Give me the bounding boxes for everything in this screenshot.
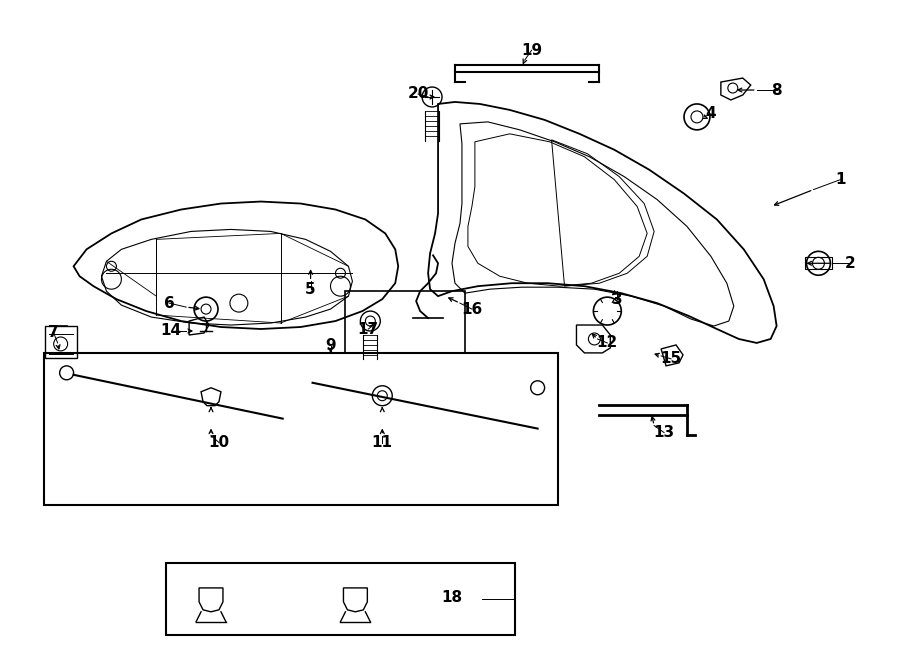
Text: 1: 1 [835,172,846,187]
Text: 13: 13 [653,425,675,440]
Bar [45,326,76,358]
Text: 3: 3 [612,292,623,307]
Text: 20: 20 [408,87,428,102]
Text: 5: 5 [305,282,316,297]
Text: 6: 6 [164,295,175,311]
Text: 19: 19 [521,43,542,58]
Text: 17: 17 [358,321,379,336]
Bar [346,291,465,353]
Bar [166,563,515,635]
Text: 16: 16 [462,301,482,317]
Text: 12: 12 [597,335,618,350]
Text: 11: 11 [372,435,392,450]
Bar [44,353,557,505]
Text: 4: 4 [706,106,716,122]
Text: 10: 10 [209,435,230,450]
Text: 8: 8 [771,83,782,98]
Text: 2: 2 [845,256,856,271]
Text: 14: 14 [160,323,182,338]
Text: 9: 9 [325,338,336,354]
Text: 18: 18 [441,590,463,605]
Text: 7: 7 [49,325,59,340]
Text: 15: 15 [661,352,681,366]
Bar [805,257,832,269]
